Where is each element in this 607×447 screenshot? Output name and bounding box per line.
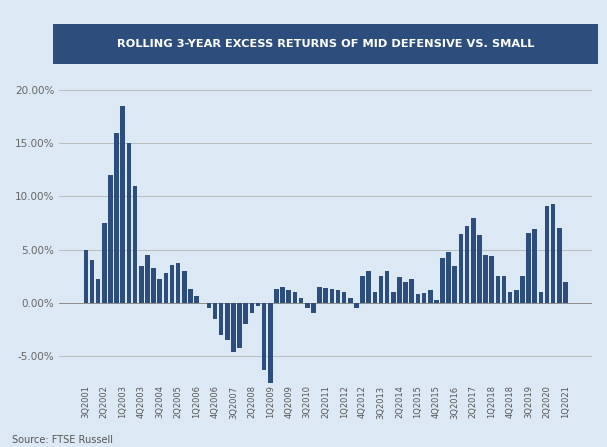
Bar bbox=[84, 249, 88, 303]
Bar bbox=[163, 273, 168, 303]
Bar bbox=[416, 294, 420, 303]
Bar bbox=[526, 232, 531, 303]
Bar bbox=[520, 276, 524, 303]
Bar bbox=[305, 303, 310, 308]
Bar bbox=[108, 175, 113, 303]
Bar bbox=[194, 296, 199, 303]
Bar bbox=[139, 266, 143, 303]
Bar bbox=[563, 282, 568, 303]
Bar bbox=[397, 277, 402, 303]
Bar bbox=[551, 204, 555, 303]
Bar bbox=[145, 255, 150, 303]
Bar bbox=[440, 258, 445, 303]
Bar bbox=[249, 303, 254, 313]
Bar bbox=[311, 303, 316, 313]
Bar bbox=[428, 290, 433, 303]
Bar bbox=[268, 303, 273, 388]
Bar bbox=[495, 276, 500, 303]
Bar bbox=[188, 289, 192, 303]
Bar bbox=[151, 268, 156, 303]
Bar bbox=[446, 252, 451, 303]
Bar bbox=[274, 289, 279, 303]
Bar bbox=[532, 229, 537, 303]
Bar bbox=[114, 132, 119, 303]
Bar bbox=[127, 143, 131, 303]
Bar bbox=[422, 293, 426, 303]
Bar bbox=[237, 303, 242, 348]
Bar bbox=[348, 298, 353, 303]
Bar bbox=[373, 292, 377, 303]
Bar bbox=[293, 292, 297, 303]
Bar bbox=[557, 228, 561, 303]
Bar bbox=[157, 279, 162, 303]
Bar bbox=[471, 218, 475, 303]
Bar bbox=[514, 290, 518, 303]
Text: ROLLING 3-YEAR EXCESS RETURNS OF MID DEFENSIVE VS. SMALL: ROLLING 3-YEAR EXCESS RETURNS OF MID DEF… bbox=[117, 39, 534, 49]
Bar bbox=[354, 303, 359, 308]
Bar bbox=[367, 271, 371, 303]
Bar bbox=[483, 255, 488, 303]
Bar bbox=[256, 303, 260, 306]
Bar bbox=[120, 106, 125, 303]
Bar bbox=[477, 235, 482, 303]
Bar bbox=[330, 289, 334, 303]
Bar bbox=[206, 303, 211, 308]
Text: Source: FTSE Russell: Source: FTSE Russell bbox=[12, 435, 113, 445]
Bar bbox=[452, 266, 457, 303]
Bar bbox=[544, 206, 549, 303]
Bar bbox=[385, 271, 390, 303]
Bar bbox=[324, 288, 328, 303]
Bar bbox=[459, 234, 463, 303]
Bar bbox=[287, 290, 291, 303]
Bar bbox=[280, 287, 285, 303]
Bar bbox=[379, 276, 384, 303]
Bar bbox=[133, 186, 137, 303]
Bar bbox=[403, 282, 408, 303]
Bar bbox=[502, 276, 506, 303]
Bar bbox=[465, 226, 469, 303]
Bar bbox=[317, 287, 322, 303]
Bar bbox=[182, 271, 186, 303]
Bar bbox=[489, 256, 494, 303]
Bar bbox=[361, 276, 365, 303]
Bar bbox=[96, 279, 101, 303]
Bar bbox=[212, 303, 217, 319]
Bar bbox=[225, 303, 229, 340]
Bar bbox=[342, 292, 347, 303]
Bar bbox=[102, 223, 107, 303]
Bar bbox=[336, 290, 341, 303]
Bar bbox=[508, 292, 512, 303]
Bar bbox=[262, 303, 266, 370]
Bar bbox=[391, 292, 396, 303]
Bar bbox=[410, 279, 414, 303]
Bar bbox=[243, 303, 248, 324]
Bar bbox=[538, 292, 543, 303]
Bar bbox=[299, 298, 304, 303]
Bar bbox=[169, 265, 174, 303]
Bar bbox=[434, 299, 439, 303]
Bar bbox=[90, 260, 94, 303]
Bar bbox=[231, 303, 236, 352]
Bar bbox=[219, 303, 223, 335]
Bar bbox=[176, 263, 180, 303]
